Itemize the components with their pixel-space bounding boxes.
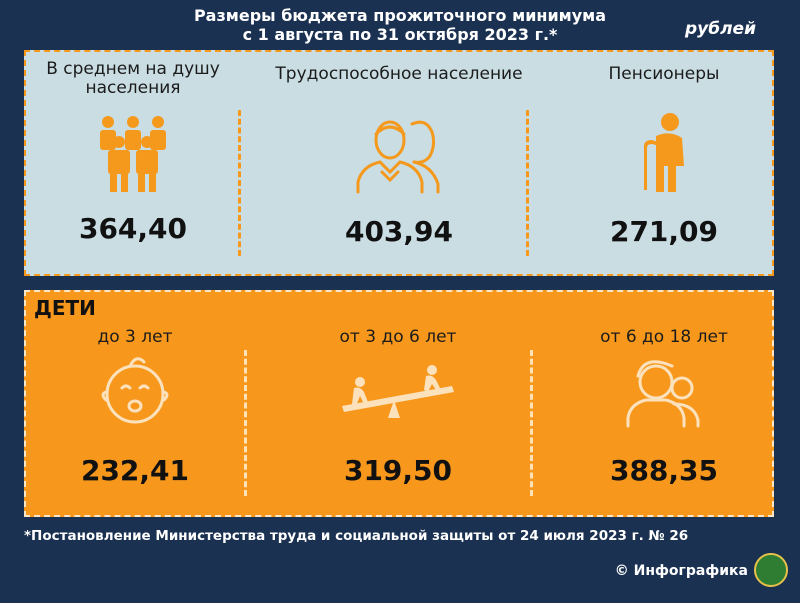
pensioners-label: Пенсионеры [608, 64, 720, 84]
separator [244, 350, 247, 496]
adults-pensioners-column: Пенсионеры 271,09 [556, 52, 772, 274]
children-title: ДЕТИ [34, 296, 96, 320]
adults-panel: В среднем на душу населения 364,40 Трудо… [24, 50, 774, 276]
age-6-18-label: от 6 до 18 лет [600, 327, 728, 347]
adults-average-column: В среднем на душу населения 364,40 [26, 52, 240, 274]
children-0-3-column: до 3 лет 232,41 [26, 292, 244, 515]
age-6-18-value: 388,35 [609, 454, 719, 487]
working-value: 403,94 [344, 215, 454, 248]
page-title: Размеры бюджета прожиточного минимума с … [0, 6, 800, 44]
adults-working-column: Трудоспособное население 403,94 [268, 52, 530, 274]
working-label: Трудоспособное население [275, 64, 523, 84]
pensioners-value: 271,09 [609, 215, 719, 248]
average-value: 364,40 [78, 212, 188, 245]
separator [530, 350, 533, 496]
elderly-person-with-cane-icon [644, 113, 684, 192]
unit-label: рублей [684, 19, 756, 39]
children-6-18-column: от 6 до 18 лет 388,35 [556, 292, 772, 515]
baby-face-icon [101, 357, 169, 424]
age-3-6-label: от 3 до 6 лет [339, 327, 457, 347]
age-0-3-label: до 3 лет [97, 327, 173, 347]
separator [526, 110, 529, 256]
seesaw-icon [342, 365, 454, 418]
emblem-logo [754, 553, 788, 587]
age-0-3-value: 232,41 [80, 454, 190, 487]
credit-label: © Инфографика [614, 563, 748, 579]
title-line-2: с 1 августа по 31 октября 2023 г.* [242, 25, 558, 44]
children-3-6-column: от 3 до 6 лет 319,50 [256, 292, 540, 515]
separator [238, 110, 241, 256]
age-3-6-value: 319,50 [343, 454, 453, 487]
footnote: *Постановление Министерства труда и соци… [24, 528, 689, 544]
man-and-woman-icon [356, 120, 440, 194]
group-of-people-icon [100, 116, 166, 192]
children-panel: ДЕТИ до 3 лет 232,41 от 3 до 6 лет [24, 290, 774, 517]
teenagers-icon [626, 360, 700, 428]
average-label: В среднем на душу населения [46, 59, 220, 98]
title-line-1: Размеры бюджета прожиточного минимума [193, 6, 607, 25]
